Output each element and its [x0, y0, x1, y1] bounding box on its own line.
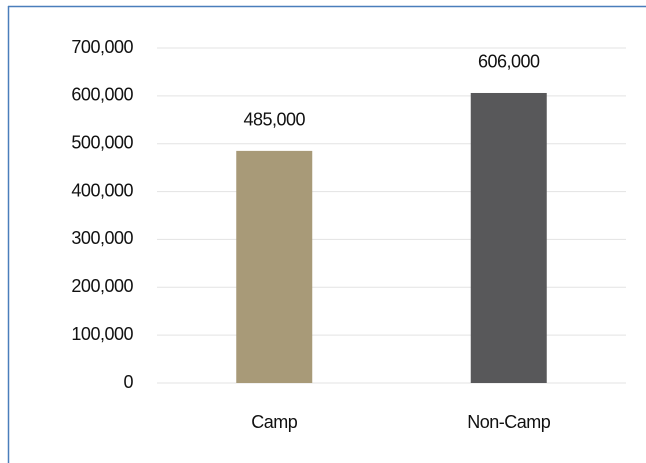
- y-tick-label: 500,000: [71, 132, 133, 152]
- x-tick-label: Camp: [251, 412, 298, 432]
- y-tick-label: 700,000: [71, 37, 133, 57]
- y-tick-label: 300,000: [71, 228, 133, 248]
- y-tick-label: 200,000: [71, 276, 133, 296]
- bar: [236, 150, 313, 383]
- y-tick-label: 100,000: [71, 324, 133, 344]
- data-label: 485,000: [243, 110, 305, 130]
- y-tick-label: 0: [123, 372, 133, 392]
- y-tick-label: 600,000: [71, 85, 133, 105]
- x-tick-label: Non-Camp: [467, 412, 551, 432]
- data-label: 606,000: [478, 52, 540, 72]
- y-tick-label: 400,000: [71, 180, 133, 200]
- bar: [470, 92, 547, 383]
